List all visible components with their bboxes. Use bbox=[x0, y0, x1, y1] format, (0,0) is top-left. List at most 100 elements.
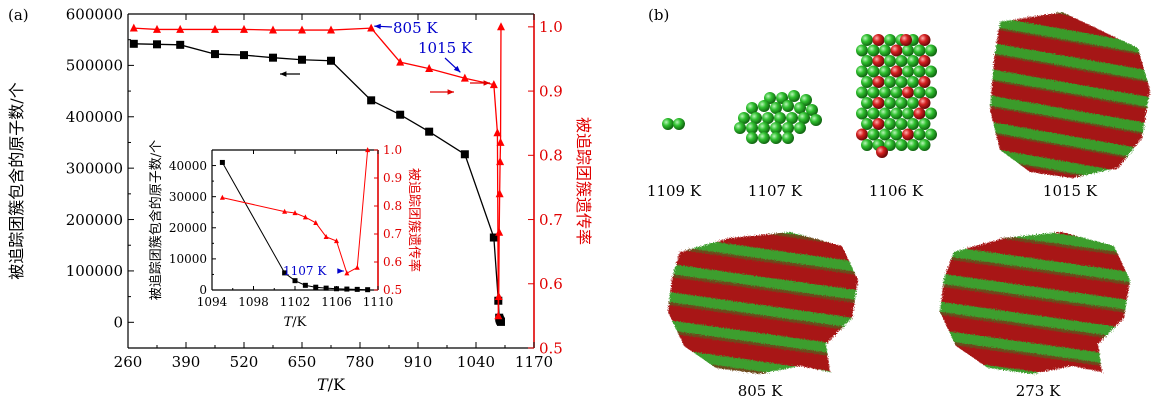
y-right-tick-label: 0.9 bbox=[383, 171, 402, 185]
panel-b-snapshots: 1109 K 1107 K 1106 K 1015 K 805 K 273 K bbox=[647, 12, 1150, 400]
atom bbox=[750, 112, 762, 124]
atom bbox=[913, 86, 926, 99]
atom bbox=[861, 97, 873, 109]
x-tick-label: 1040 bbox=[457, 353, 495, 371]
x-tick-label: 1106 bbox=[321, 295, 352, 309]
atom bbox=[861, 139, 873, 151]
atom bbox=[662, 118, 674, 130]
x-tick-label: 520 bbox=[230, 353, 259, 371]
atom bbox=[918, 97, 931, 109]
atom bbox=[907, 97, 919, 109]
atom bbox=[738, 112, 750, 124]
heritability-point bbox=[323, 233, 329, 239]
heritability-point bbox=[334, 238, 339, 244]
x-tick-label: 1110 bbox=[363, 295, 394, 309]
heritability-point bbox=[496, 137, 505, 146]
cluster-1106K bbox=[856, 34, 937, 158]
atom bbox=[907, 118, 919, 130]
atom bbox=[867, 44, 880, 57]
atom bbox=[902, 44, 914, 57]
annotation-1107K: 1107 K bbox=[283, 264, 327, 278]
x-axis-label-unit: /K bbox=[292, 315, 306, 330]
atom bbox=[758, 122, 770, 134]
atom bbox=[746, 102, 758, 114]
snapshot-label: 1015 K bbox=[1043, 182, 1098, 200]
atom bbox=[794, 102, 806, 114]
atom bbox=[782, 132, 794, 144]
atom-count-point bbox=[367, 96, 376, 105]
atom bbox=[902, 65, 914, 78]
inset-chart: 1094 1098 1102 1106 1110 0 10000 20000 30000 4000… bbox=[148, 140, 426, 335]
heritability-point bbox=[495, 189, 504, 198]
y-left-tick-label: 300000 bbox=[66, 159, 123, 177]
atom-count-point bbox=[496, 317, 505, 326]
atom-count-point bbox=[344, 286, 350, 292]
atom bbox=[788, 90, 800, 102]
atom bbox=[913, 128, 926, 141]
atom bbox=[786, 112, 798, 124]
inset-background bbox=[168, 145, 426, 335]
cluster-1109K bbox=[662, 118, 685, 130]
atom bbox=[902, 128, 914, 141]
atom bbox=[895, 118, 908, 130]
x-tick-label: 390 bbox=[172, 353, 201, 371]
y-left-tick-label: 200000 bbox=[66, 211, 123, 229]
atom bbox=[758, 100, 770, 112]
atom bbox=[867, 128, 880, 141]
annotation-805K-arrow-head bbox=[374, 23, 381, 30]
atom bbox=[918, 55, 931, 67]
atom bbox=[918, 139, 931, 151]
atom bbox=[746, 122, 758, 134]
atom bbox=[734, 122, 746, 134]
heritability-point bbox=[494, 311, 503, 320]
atom-count-point bbox=[425, 127, 434, 136]
atom bbox=[794, 122, 806, 134]
heritability-point bbox=[396, 57, 405, 66]
y-left-axis-label: 被追踪团簇包含的原子数/个 bbox=[148, 140, 164, 300]
cluster-1015K-body bbox=[990, 12, 1150, 178]
snapshot-label: 805 K bbox=[738, 382, 783, 400]
atom bbox=[782, 100, 794, 112]
cluster-805K-body bbox=[668, 232, 858, 374]
atom bbox=[861, 118, 873, 130]
atom bbox=[856, 86, 868, 99]
atom-count-point bbox=[396, 110, 405, 119]
atom-count-point bbox=[302, 282, 308, 288]
atom bbox=[746, 132, 758, 144]
atom bbox=[872, 118, 885, 130]
atom bbox=[918, 118, 931, 130]
heritability-point bbox=[129, 23, 138, 32]
atom bbox=[913, 44, 926, 57]
y-right-tick-label: 0.8 bbox=[539, 147, 563, 165]
x-tick-label: 1170 bbox=[515, 353, 553, 371]
atom bbox=[770, 132, 782, 144]
cluster-1015K bbox=[990, 12, 1150, 178]
heritability-point bbox=[493, 128, 502, 137]
series-atom-count-line bbox=[221, 162, 368, 291]
y-left-tick-label: 600000 bbox=[66, 5, 123, 23]
atom bbox=[673, 118, 685, 130]
cluster-273K-body bbox=[940, 232, 1130, 374]
heritability-point bbox=[269, 25, 277, 34]
atom bbox=[879, 65, 891, 78]
cluster-805K bbox=[668, 232, 858, 374]
atom bbox=[925, 65, 937, 78]
y-right-tick-label: 0.5 bbox=[539, 339, 563, 357]
y-right-tick-label: 0.7 bbox=[383, 227, 402, 241]
atom bbox=[762, 112, 774, 124]
heritability-point bbox=[327, 25, 335, 34]
atom bbox=[895, 139, 908, 151]
y-left-tick-label: 0 bbox=[113, 314, 123, 332]
atom-count-point bbox=[211, 50, 219, 59]
atom bbox=[900, 34, 912, 46]
atom bbox=[856, 65, 868, 78]
y-right-tick-label: 1.0 bbox=[539, 18, 563, 36]
atom bbox=[774, 112, 786, 124]
atom bbox=[907, 55, 919, 67]
atom bbox=[861, 34, 873, 46]
heritability-point bbox=[219, 194, 225, 200]
x-tick-label: 910 bbox=[404, 353, 433, 371]
x-tick-label: 780 bbox=[346, 353, 375, 371]
atom bbox=[890, 107, 903, 120]
atom bbox=[902, 107, 914, 120]
